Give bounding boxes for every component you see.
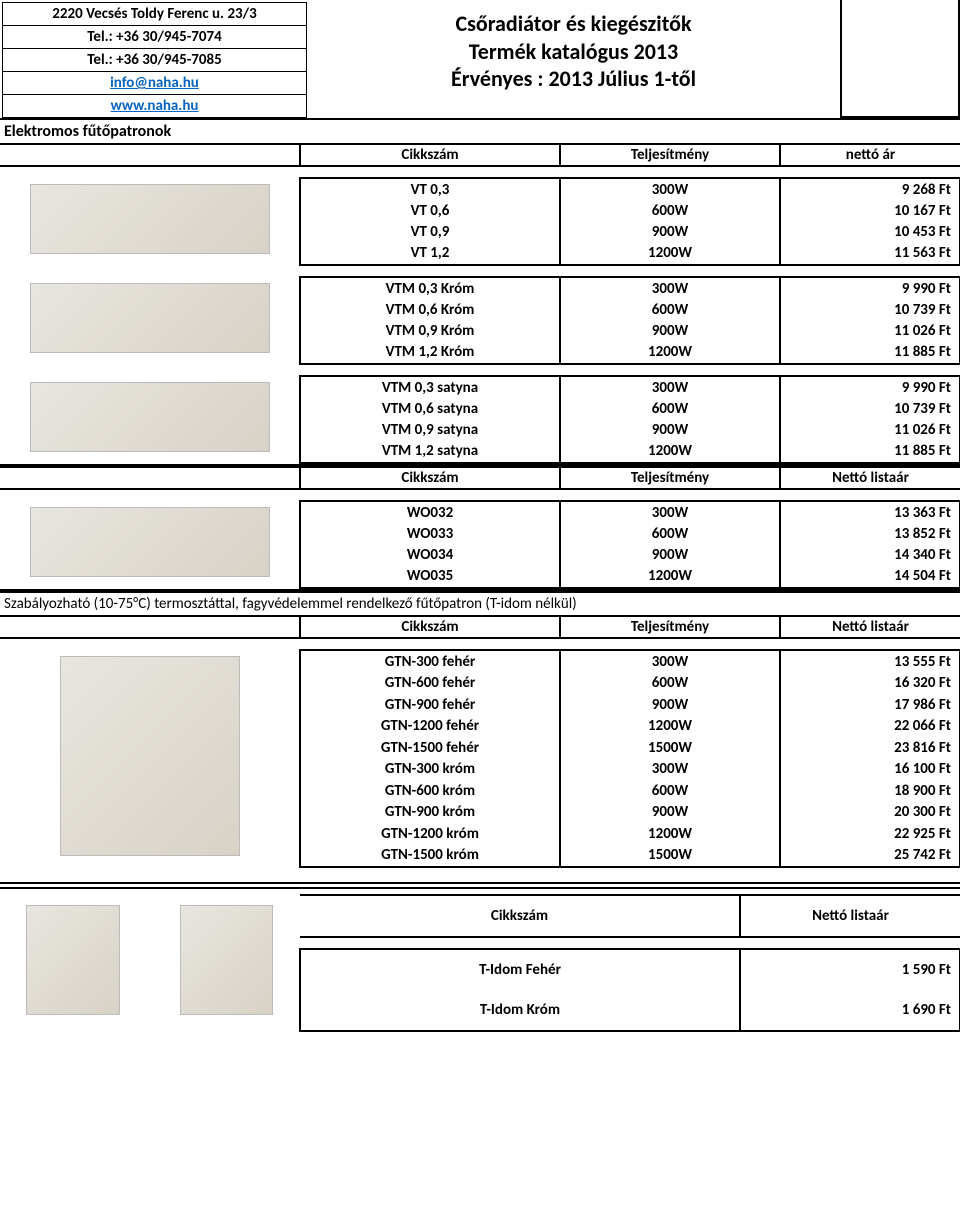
- header-region: 2220 Vecsés Toldy Ferenc u. 23/3 Tel.: +…: [0, 0, 960, 118]
- price-table-1: Cikkszám Teljesítmény nettó ár VT 0,3 30…: [0, 145, 960, 464]
- title-line3: Érvényes : 2013 Július 1-től: [307, 65, 840, 93]
- contact-tel2: Tel.: +36 30/945-7085: [3, 49, 306, 72]
- contact-email[interactable]: info@naha.hu: [3, 72, 306, 95]
- product-image: [30, 283, 270, 353]
- contact-address: 2220 Vecsés Toldy Ferenc u. 23/3: [3, 3, 306, 26]
- col-sku: Cikkszám: [300, 467, 560, 489]
- product-image: [30, 507, 270, 577]
- contact-tel1: Tel.: +36 30/945-7074: [3, 26, 306, 49]
- col-net: nettó ár: [780, 145, 960, 166]
- price-table-2: Cikkszám Teljesítmény Nettó listaár WO03…: [0, 466, 960, 589]
- header-right-empty-cell: [840, 0, 960, 118]
- fitting-images: [6, 895, 293, 1025]
- product-image: [180, 905, 274, 1015]
- title-area: Csőradiátor és kiegészitők Termék kataló…: [307, 0, 840, 93]
- product-image: [60, 656, 240, 856]
- product-image: [30, 382, 270, 452]
- price-table-3: Cikkszám Teljesítmény Nettó listaár GTN-…: [0, 617, 960, 868]
- section-heading: Elektromos fűtőpatronok: [0, 118, 960, 145]
- contact-box: 2220 Vecsés Toldy Ferenc u. 23/3 Tel.: +…: [2, 2, 307, 118]
- col-power: Teljesítmény: [560, 145, 780, 166]
- col-list: Nettó listaár: [780, 617, 960, 638]
- col-sku: Cikkszám: [300, 895, 740, 938]
- col-power: Teljesítmény: [560, 467, 780, 489]
- fitting-table: Cikkszám Nettó listaár T-Idom Fehér 1 59…: [0, 889, 960, 1032]
- col-list: Nettó listaár: [780, 467, 960, 489]
- title-line1: Csőradiátor és kiegészitők: [307, 10, 840, 38]
- title-line2: Termék katalógus 2013: [307, 38, 840, 66]
- col-sku: Cikkszám: [300, 617, 560, 638]
- col-sku: Cikkszám: [300, 145, 560, 166]
- product-image: [26, 905, 120, 1015]
- col-power: Teljesítmény: [560, 617, 780, 638]
- thermostat-note: Szabályozható (10-75°C) termosztáttal, f…: [0, 591, 960, 617]
- col-list: Nettó listaár: [740, 895, 960, 938]
- product-image: [30, 184, 270, 254]
- contact-web[interactable]: www.naha.hu: [3, 95, 306, 117]
